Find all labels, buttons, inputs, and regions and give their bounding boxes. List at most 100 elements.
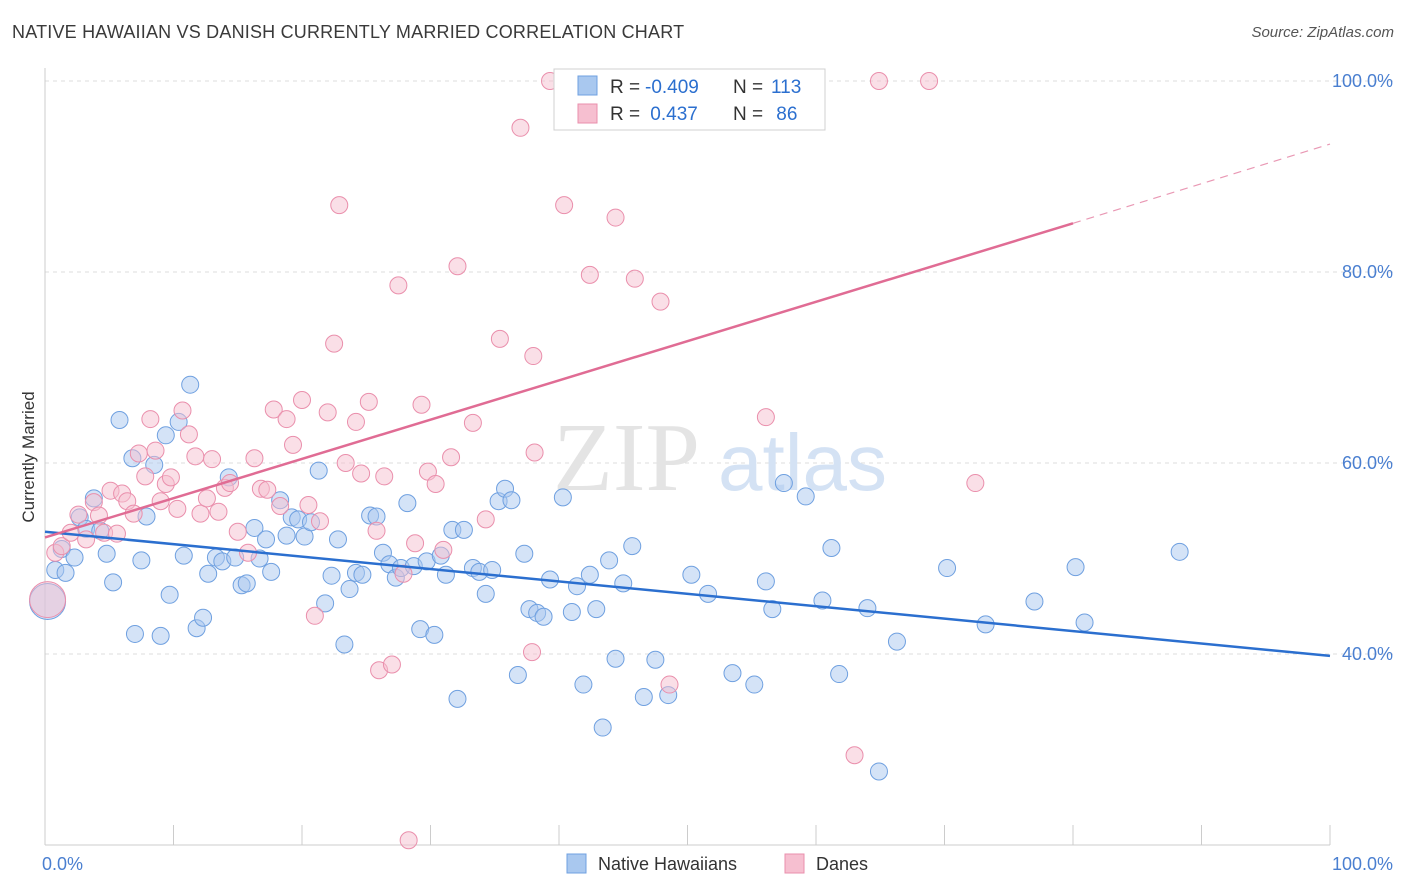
grid [45, 80, 1395, 655]
point-danes [197, 489, 216, 508]
point-native-hawaiians [756, 572, 775, 591]
point-danes [756, 408, 775, 427]
point-danes [168, 499, 187, 518]
point-danes [555, 196, 574, 215]
point-native-hawaiians [699, 584, 718, 603]
point-danes [264, 400, 283, 419]
point-native-hawaiians [476, 584, 495, 603]
legend-swatch-native-hawaiians [566, 853, 587, 874]
point-danes [651, 292, 670, 311]
stats-r-label-1: R = [610, 77, 640, 98]
point-native-hawaiians [262, 562, 281, 581]
point-native-hawaiians [646, 650, 665, 669]
x-tick-label: 100.0% [1332, 854, 1393, 874]
point-danes [141, 410, 160, 429]
point-danes [389, 276, 408, 295]
point-danes [336, 454, 355, 472]
point-native-hawaiians [245, 518, 264, 537]
point-native-hawaiians [869, 762, 888, 781]
point-danes [359, 392, 378, 411]
point-danes [310, 512, 329, 531]
point-danes [399, 831, 418, 850]
point-native-hawaiians [316, 594, 335, 613]
point-native-hawaiians [340, 580, 359, 599]
point-native-hawaiians [502, 491, 521, 510]
point-native-hawaiians [353, 565, 372, 584]
point-danes [463, 413, 482, 432]
point-native-hawaiians [454, 520, 473, 539]
point-danes [228, 522, 247, 541]
chart-title: NATIVE HAWAIIAN VS DANISH CURRENTLY MARR… [12, 22, 685, 42]
stats-n-label-2: N = [733, 104, 763, 125]
point-native-hawaiians [534, 607, 553, 626]
point-native-hawaiians [425, 625, 444, 644]
point-native-hawaiians [587, 600, 606, 619]
point-native-hawaiians [132, 551, 151, 570]
stats-r-value-1: -0.409 [645, 77, 699, 98]
point-native-hawaiians [194, 608, 213, 627]
point-danes [375, 467, 394, 486]
trend-line-danes [44, 222, 1074, 539]
point-native-hawaiians [1066, 558, 1085, 577]
point-native-hawaiians [830, 665, 849, 684]
point-native-hawaiians [1170, 542, 1189, 561]
point-danes [69, 505, 88, 524]
y-tick-label: 60.0% [1342, 453, 1393, 473]
point-native-hawaiians [623, 537, 642, 556]
x-tick-label: 0.0% [42, 854, 83, 874]
legend-label-danes: Danes [816, 854, 868, 874]
point-danes [352, 464, 371, 483]
point-native-hawaiians [1025, 592, 1044, 611]
point-danes [524, 347, 543, 366]
point-native-hawaiians [682, 565, 701, 584]
point-danes [179, 425, 198, 444]
stats-n-label-1: N = [733, 77, 763, 98]
point-danes [412, 395, 431, 414]
point-danes [920, 72, 939, 90]
point-native-hawaiians [56, 563, 75, 582]
point-native-hawaiians [858, 599, 877, 618]
point-danes [299, 496, 318, 515]
point-native-hawaiians [174, 546, 193, 565]
point-danes [382, 655, 401, 674]
trend-lines [44, 143, 1331, 658]
y-axis-label: Currently Married [19, 391, 38, 522]
trend-line-native-hawaiians [44, 530, 1331, 658]
point-danes [966, 474, 985, 493]
point-danes [277, 410, 296, 429]
point-native-hawaiians [813, 591, 832, 610]
point-danes [442, 448, 461, 467]
point-danes [845, 746, 864, 765]
point-danes [346, 412, 365, 431]
series-legend: Native Hawaiians Danes [566, 853, 868, 874]
point-native-hawaiians [151, 626, 170, 645]
point-native-hawaiians [160, 585, 179, 604]
point-danes [606, 208, 625, 227]
point-danes [293, 390, 311, 409]
point-danes [161, 468, 180, 487]
watermark-zip: ZIP [553, 404, 700, 512]
point-native-hawaiians [600, 551, 619, 570]
stats-n-value-2: 86 [771, 104, 797, 125]
y-tick-label: 100.0% [1332, 71, 1393, 91]
point-danes [660, 675, 679, 694]
y-tick-label: 40.0% [1342, 644, 1393, 664]
stats-legend-swatch-blue [577, 75, 598, 96]
point-danes [325, 334, 344, 353]
point-native-hawaiians [448, 689, 467, 708]
point-native-hawaiians [156, 426, 175, 445]
point-native-hawaiians [508, 666, 527, 685]
point-danes [523, 643, 542, 662]
point-danes [29, 581, 67, 619]
point-danes [258, 480, 277, 499]
point-danes [284, 435, 303, 454]
stats-r-label-2: R = [610, 104, 640, 125]
point-danes [305, 606, 324, 625]
point-danes [625, 269, 644, 288]
point-native-hawaiians [822, 538, 841, 557]
point-danes [129, 444, 148, 463]
point-danes [434, 540, 453, 559]
point-native-hawaiians [110, 411, 129, 430]
point-native-hawaiians [65, 548, 84, 567]
point-native-hawaiians [938, 559, 957, 578]
